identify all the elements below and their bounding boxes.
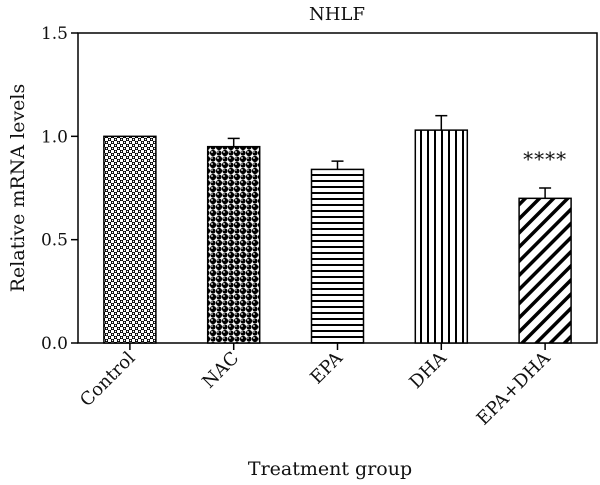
y-tick-label: 0.0 [41, 334, 68, 354]
x-tick-label: DHA [405, 347, 451, 393]
x-tick-label: EPA [306, 347, 347, 388]
x-tick-label: Control [76, 348, 140, 412]
chart-title: NHLF [309, 4, 365, 25]
x-axis-label: Treatment group [248, 458, 412, 480]
y-tick-label: 1.5 [41, 24, 68, 44]
y-tick-label: 1.0 [41, 127, 68, 147]
bar-control [103, 135, 157, 344]
significance-annotation: **** [523, 147, 567, 171]
x-tick-label: NAC [198, 348, 243, 393]
y-axis-ticks: 0.0 0.5 1.0 1.5 [41, 24, 78, 354]
bar-dha [414, 129, 469, 344]
bar-epa [310, 168, 365, 344]
bars-group: **** [103, 114, 572, 344]
x-axis-tick-labels: Control NAC EPA DHA EPA+DHA [76, 343, 555, 430]
bar-nac [206, 145, 261, 344]
y-axis-label: Relative mRNA levels [7, 84, 29, 293]
bar-epa-dha [518, 197, 572, 344]
x-tick-label: EPA+DHA [473, 347, 556, 430]
y-tick-label: 0.5 [41, 231, 68, 251]
